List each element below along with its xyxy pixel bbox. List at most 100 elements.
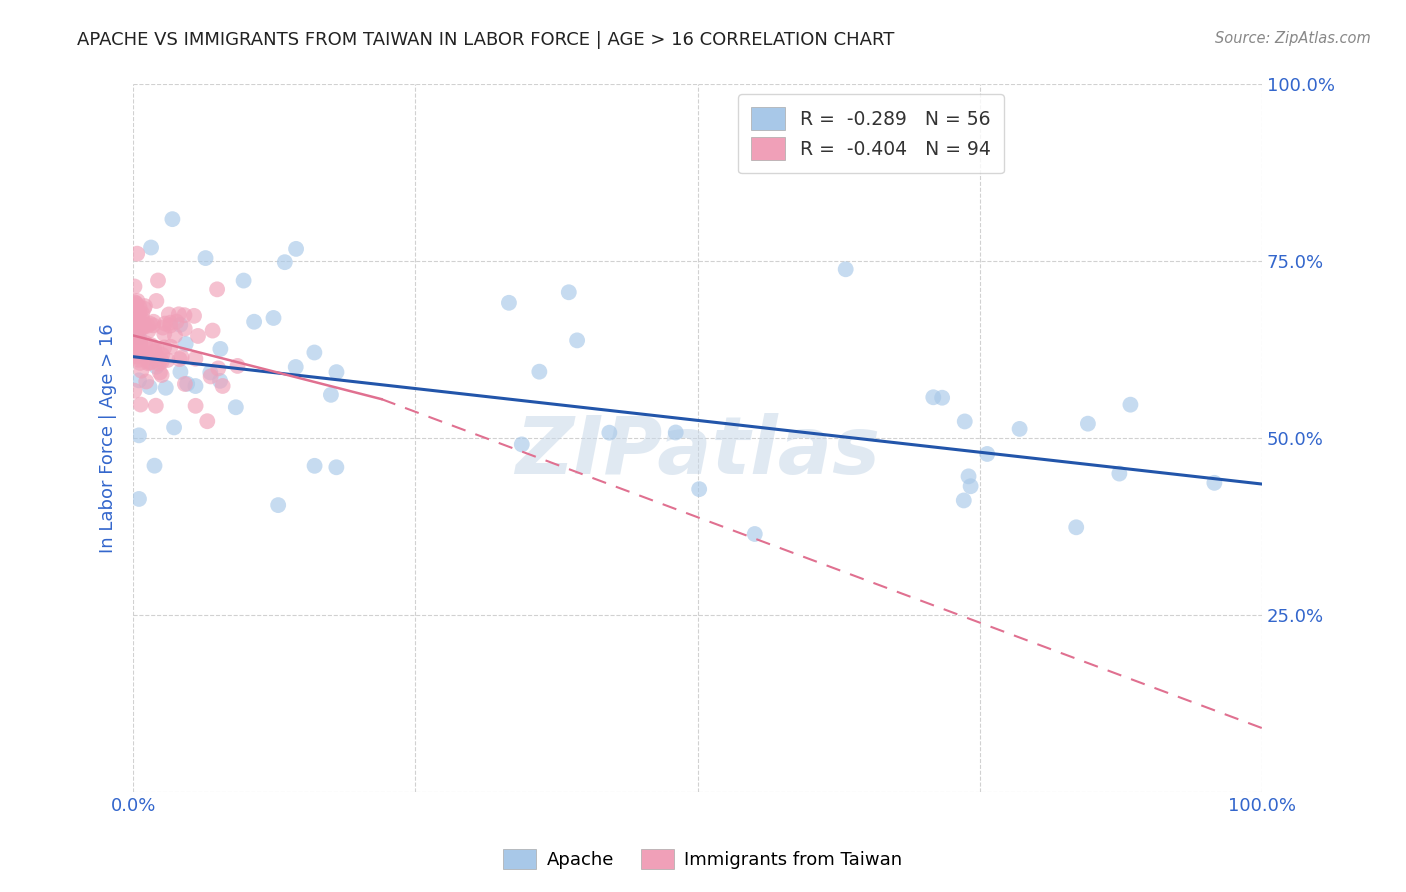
Point	[153, 340, 176, 354]
Point	[166, 315, 188, 329]
Point	[163, 328, 186, 343]
Point	[146, 273, 169, 287]
Point	[148, 357, 170, 371]
Point	[143, 344, 166, 359]
Point	[169, 352, 191, 367]
Point	[150, 368, 173, 382]
Point	[139, 240, 162, 254]
Point	[129, 356, 152, 370]
Point	[174, 337, 197, 351]
Point	[319, 388, 342, 402]
Point	[976, 447, 998, 461]
Point	[128, 352, 150, 367]
Point	[1119, 398, 1142, 412]
Point	[125, 318, 148, 332]
Point	[139, 317, 162, 331]
Point	[143, 458, 166, 473]
Point	[149, 351, 172, 366]
Point	[134, 299, 156, 313]
Point	[174, 376, 197, 391]
Point	[952, 493, 974, 508]
Point	[325, 460, 347, 475]
Point	[195, 414, 218, 428]
Point	[957, 469, 980, 483]
Point	[159, 316, 181, 330]
Point	[922, 390, 945, 404]
Point	[201, 324, 224, 338]
Point	[138, 380, 160, 394]
Point	[209, 342, 232, 356]
Point	[184, 379, 207, 393]
Point	[1077, 417, 1099, 431]
Point	[200, 369, 222, 384]
Point	[558, 285, 581, 300]
Point	[688, 482, 710, 496]
Point	[209, 374, 232, 388]
Point	[510, 437, 533, 451]
Point	[145, 399, 167, 413]
Point	[565, 334, 588, 348]
Point	[145, 343, 167, 357]
Point	[150, 354, 173, 368]
Point	[173, 321, 195, 335]
Point	[129, 398, 152, 412]
Point	[132, 346, 155, 360]
Point	[124, 350, 146, 364]
Point	[142, 315, 165, 329]
Point	[176, 376, 198, 391]
Point	[124, 384, 146, 398]
Point	[152, 320, 174, 334]
Point	[124, 343, 146, 357]
Point	[142, 341, 165, 355]
Point	[139, 355, 162, 369]
Point	[125, 311, 148, 326]
Point	[167, 307, 190, 321]
Point	[226, 359, 249, 373]
Point	[304, 458, 326, 473]
Point	[136, 318, 159, 333]
Text: APACHE VS IMMIGRANTS FROM TAIWAN IN LABOR FORCE | AGE > 16 CORRELATION CHART: APACHE VS IMMIGRANTS FROM TAIWAN IN LABO…	[77, 31, 894, 49]
Point	[132, 320, 155, 334]
Point	[129, 319, 152, 334]
Legend: R =  -0.289   N = 56, R =  -0.404   N = 94: R = -0.289 N = 56, R = -0.404 N = 94	[738, 94, 1004, 173]
Point	[834, 262, 856, 277]
Point	[274, 255, 297, 269]
Point	[124, 313, 146, 327]
Point	[1008, 422, 1031, 436]
Point	[128, 373, 150, 387]
Point	[183, 309, 205, 323]
Point	[131, 364, 153, 378]
Point	[170, 351, 193, 365]
Point	[128, 428, 150, 442]
Point	[136, 356, 159, 370]
Point	[125, 318, 148, 332]
Point	[128, 491, 150, 506]
Point	[162, 212, 184, 227]
Point	[145, 359, 167, 374]
Point	[138, 355, 160, 369]
Point	[184, 399, 207, 413]
Point	[267, 498, 290, 512]
Point	[959, 479, 981, 493]
Point	[285, 242, 308, 256]
Point	[225, 401, 247, 415]
Point	[142, 318, 165, 333]
Point	[232, 274, 254, 288]
Point	[304, 345, 326, 359]
Point	[134, 345, 156, 359]
Point	[127, 246, 149, 260]
Text: ZIPatlas: ZIPatlas	[515, 413, 880, 491]
Point	[129, 348, 152, 362]
Point	[207, 361, 229, 376]
Point	[1064, 520, 1087, 534]
Point	[138, 324, 160, 338]
Point	[173, 308, 195, 322]
Point	[187, 329, 209, 343]
Point	[325, 365, 347, 379]
Point	[744, 527, 766, 541]
Point	[124, 332, 146, 346]
Point	[134, 318, 156, 333]
Point	[194, 251, 217, 265]
Point	[129, 340, 152, 354]
Point	[169, 318, 191, 332]
